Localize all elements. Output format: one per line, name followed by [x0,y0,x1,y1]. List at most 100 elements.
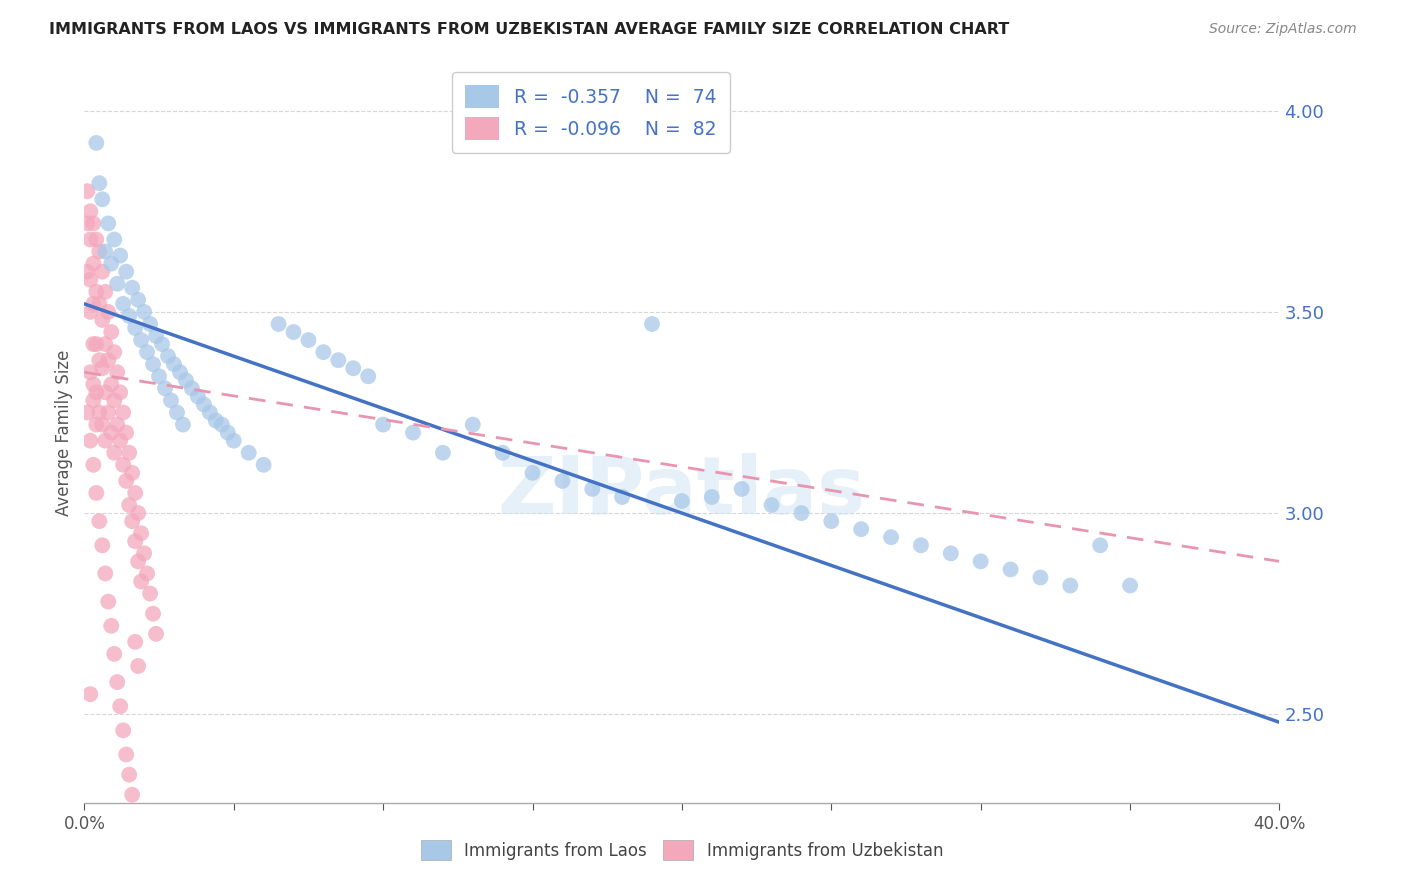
Point [91,192,114,206]
Point [86,232,108,246]
Point [124,635,146,649]
Point [118,309,141,323]
Point [110,699,132,714]
Point [103,232,125,246]
Point [94,434,117,448]
Point [82,377,104,392]
Point [211,417,233,432]
Point [105,277,128,291]
Point [105,675,128,690]
Point [761,498,783,512]
Point [76,216,98,230]
Point [89,405,111,419]
Point [82,297,104,311]
Point [461,417,484,432]
Point [142,607,165,621]
Point [97,405,120,419]
Point [187,389,209,403]
Point [86,136,108,150]
Point [100,325,122,339]
Point [91,538,114,552]
Point [1119,578,1142,592]
Point [91,417,114,432]
Point [97,305,120,319]
Point [198,405,221,419]
Point [132,305,156,319]
Point [118,446,141,460]
Point [86,285,108,299]
Point [671,494,693,508]
Point [127,506,149,520]
Point [82,257,104,271]
Point [86,385,108,400]
Point [139,586,162,600]
Point [112,458,135,472]
Point [121,281,143,295]
Point [163,357,186,371]
Point [148,369,170,384]
Point [157,349,180,363]
Point [76,265,98,279]
Point [166,405,188,419]
Point [82,458,104,472]
Point [110,249,132,263]
Point [121,466,143,480]
Point [112,405,135,419]
Point [205,413,228,427]
Point [79,305,101,319]
Point [97,353,120,368]
Point [880,530,903,544]
Point [581,482,603,496]
Point [100,257,122,271]
Legend: Immigrants from Laos, Immigrants from Uzbekistan: Immigrants from Laos, Immigrants from Uz… [412,831,952,869]
Point [115,747,138,762]
Point [110,434,132,448]
Point [124,321,146,335]
Point [129,526,152,541]
Point [100,425,122,440]
Point [790,506,813,520]
Point [641,317,664,331]
Point [129,574,152,589]
Point [91,265,114,279]
Point [124,486,146,500]
Point [79,687,101,701]
Point [79,365,101,379]
Point [150,337,173,351]
Point [103,345,125,359]
Point [100,377,122,392]
Point [522,466,544,480]
Point [127,293,149,307]
Point [238,446,260,460]
Point [312,345,335,359]
Point [86,486,108,500]
Point [136,566,159,581]
Point [79,434,101,448]
Point [118,767,141,781]
Point [1090,538,1112,552]
Point [118,498,141,512]
Point [169,365,191,379]
Point [127,659,149,673]
Text: Source: ZipAtlas.com: Source: ZipAtlas.com [1209,22,1357,37]
Text: ZIPatlas: ZIPatlas [498,453,866,531]
Point [124,534,146,549]
Point [115,474,138,488]
Point [94,566,117,581]
Point [1000,562,1022,576]
Point [82,216,104,230]
Point [172,417,194,432]
Point [910,538,932,552]
Point [139,317,162,331]
Point [112,723,135,738]
Point [129,333,152,347]
Point [89,353,111,368]
Point [91,361,114,376]
Point [89,244,111,259]
Point [700,490,723,504]
Point [145,627,167,641]
Point [79,232,101,246]
Point [91,313,114,327]
Point [851,522,873,536]
Point [76,405,98,419]
